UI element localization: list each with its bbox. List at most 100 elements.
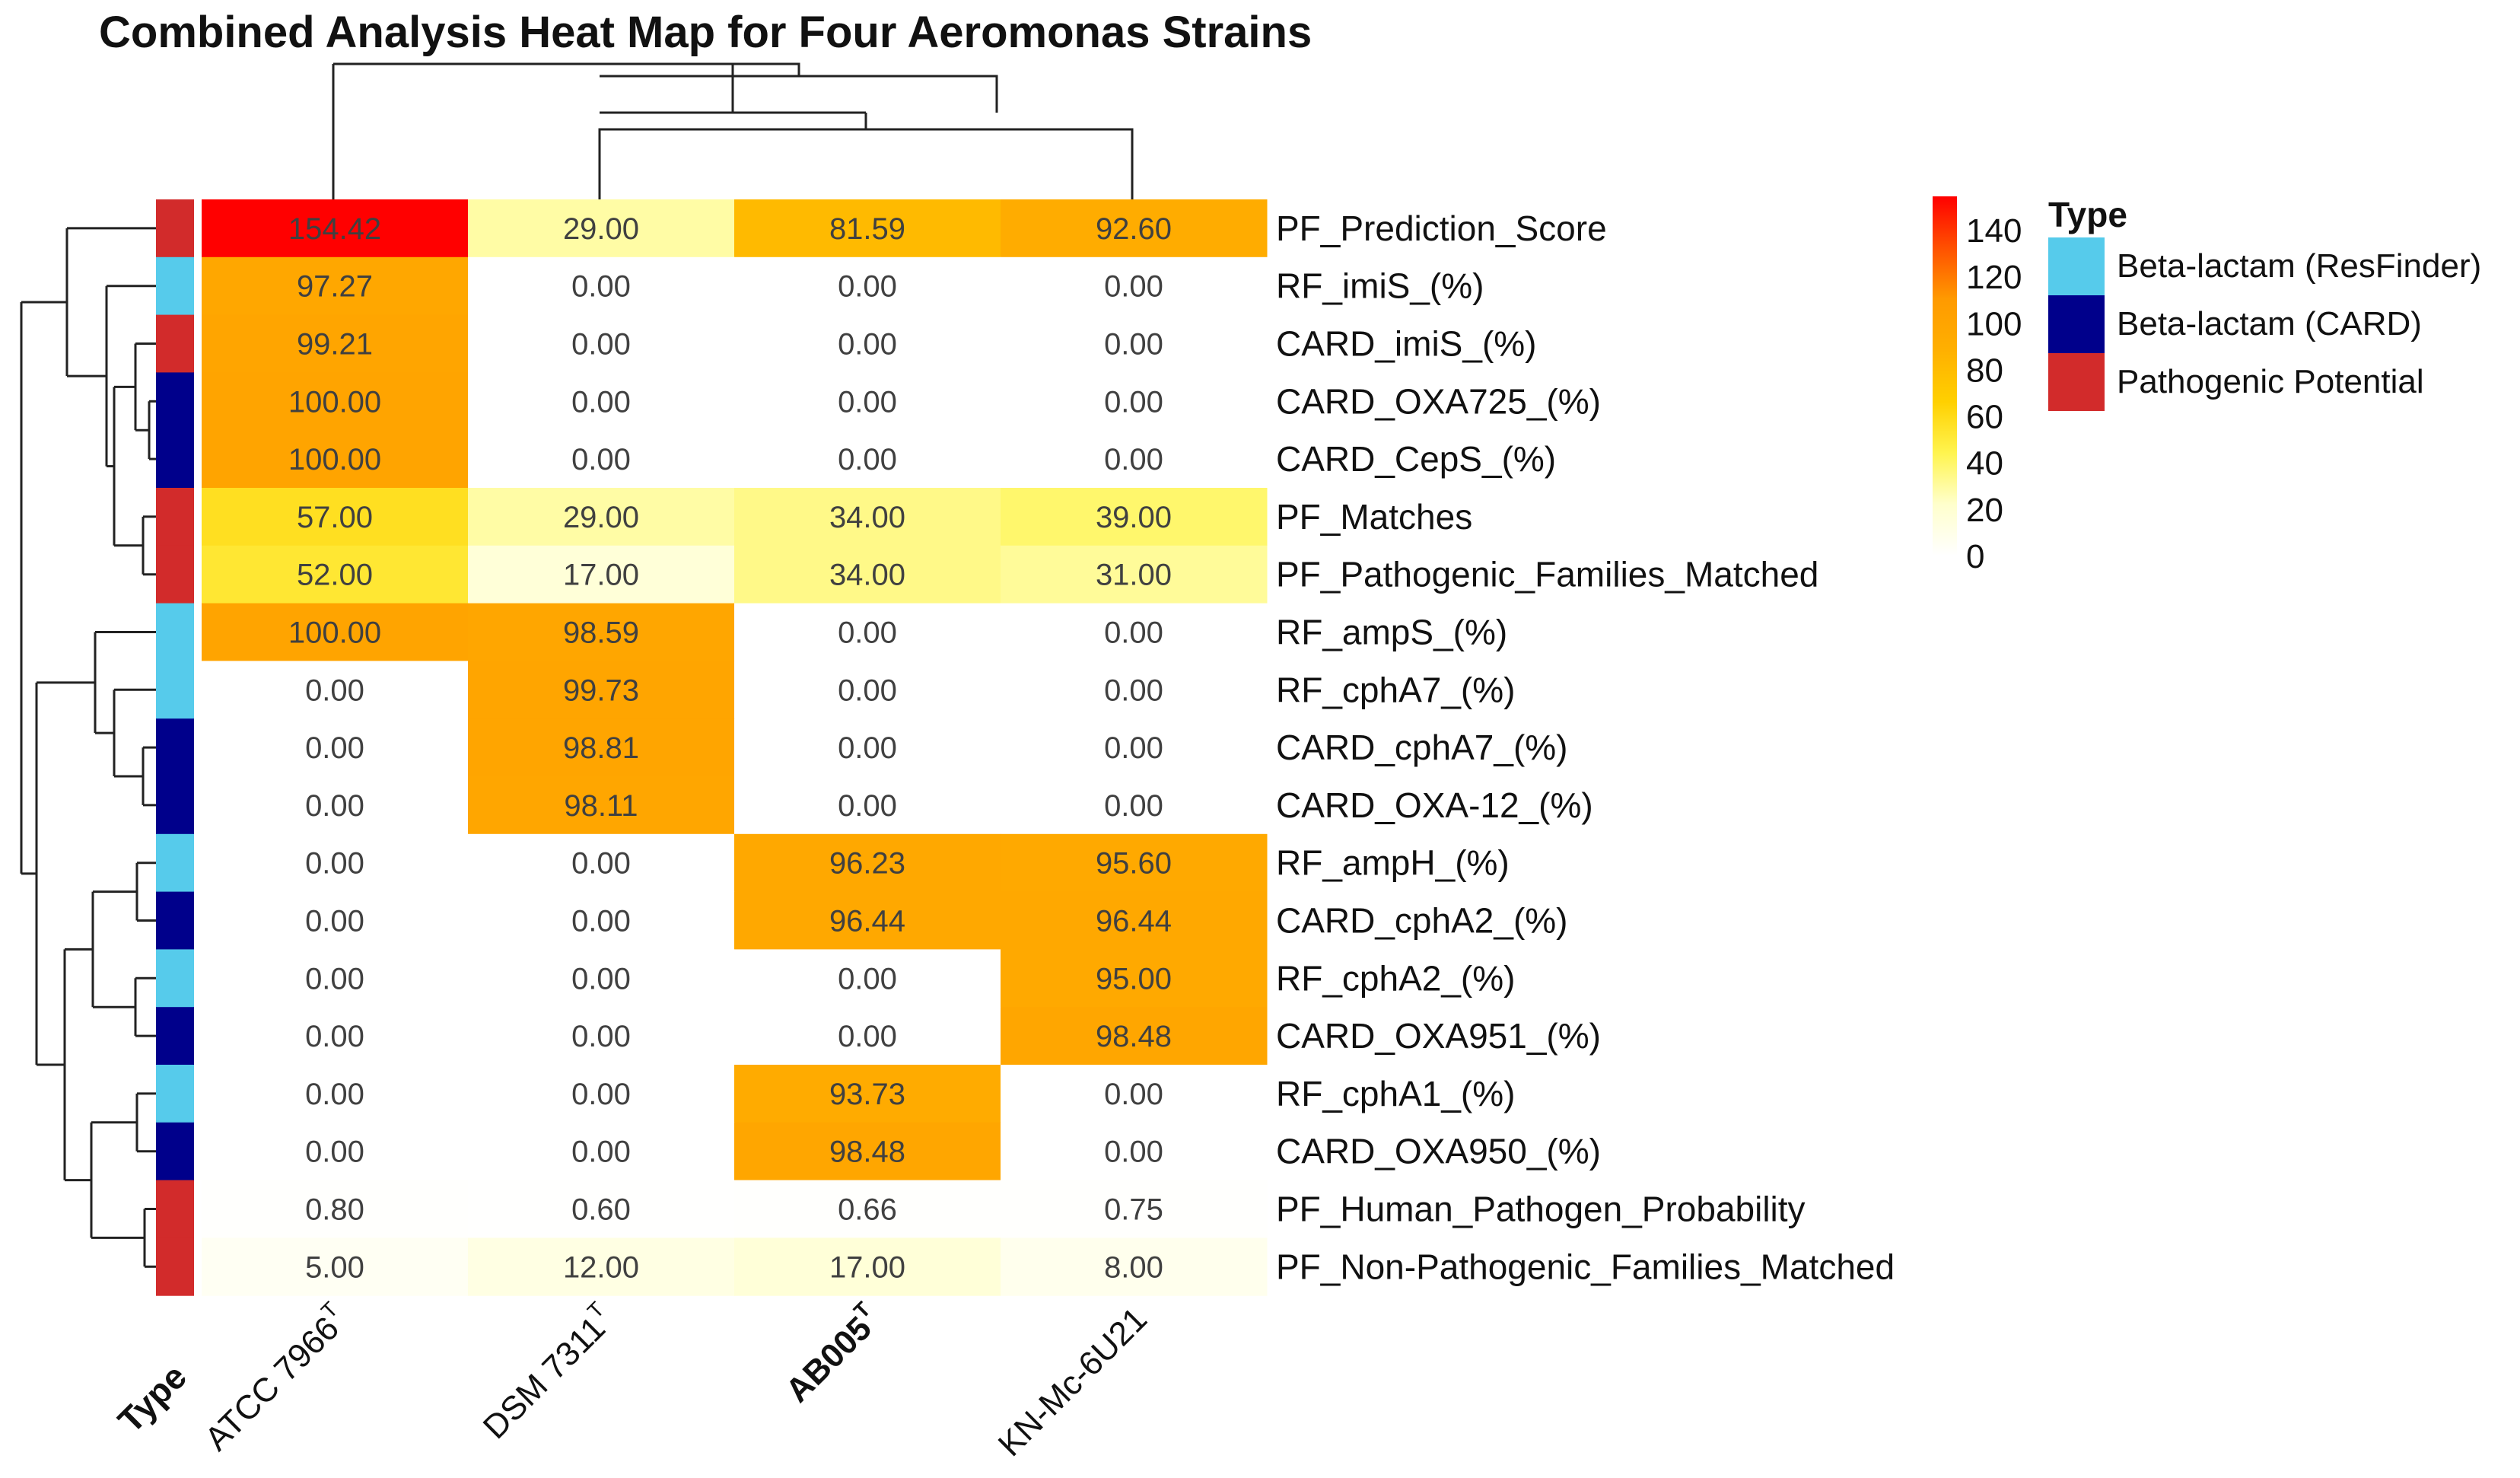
heatmap-cell bbox=[468, 545, 735, 604]
heatmap-cell bbox=[1001, 1122, 1268, 1181]
type-annotation-header: Type bbox=[110, 1356, 194, 1440]
color-scale-legend: 0 20 40 60 80 100 120 140 bbox=[1933, 196, 2022, 575]
heatmap-cell bbox=[202, 372, 469, 431]
cell-value-label: 0.00 bbox=[1104, 270, 1163, 304]
heatmap-cell bbox=[468, 488, 735, 546]
cell-value-label: 0.00 bbox=[305, 847, 364, 881]
cell-value-label: 17.00 bbox=[563, 559, 639, 592]
row-label: CARD_OXA-12_(%) bbox=[1276, 785, 1593, 825]
heatmap-cell bbox=[468, 1122, 735, 1181]
cell-value-label: 0.00 bbox=[1104, 1078, 1163, 1111]
type-legend-title: Type bbox=[2048, 195, 2127, 234]
cell-value-label: 93.73 bbox=[829, 1078, 905, 1111]
heatmap-cell bbox=[468, 430, 735, 489]
row-label: PF_Non-Pathogenic_Families_Matched bbox=[1276, 1247, 1895, 1286]
heatmap-cell bbox=[1001, 603, 1268, 661]
row-label: CARD_OXA951_(%) bbox=[1276, 1016, 1601, 1056]
heatmap-cell bbox=[1001, 256, 1268, 316]
heatmap-cell bbox=[468, 949, 735, 1008]
heatmap-cell bbox=[734, 488, 1001, 546]
row-label: RF_cphA1_(%) bbox=[1276, 1074, 1515, 1113]
heatmap-cell bbox=[468, 833, 735, 893]
type-cell bbox=[156, 372, 194, 431]
col-dendro-link-2 bbox=[598, 113, 867, 199]
heatmap-cell bbox=[202, 1122, 469, 1181]
heatmap-cell bbox=[1001, 776, 1268, 835]
heatmap-cell bbox=[202, 256, 469, 316]
type-cell bbox=[156, 718, 194, 777]
heatmap-cell bbox=[202, 718, 469, 777]
cell-value-label: 0.00 bbox=[305, 789, 364, 823]
cell-value-label: 0.00 bbox=[838, 385, 897, 419]
heatmap-cell bbox=[1001, 661, 1268, 719]
cell-value-label: 31.00 bbox=[1096, 559, 1172, 592]
heatmap-cell bbox=[734, 1180, 1001, 1238]
type-cell bbox=[156, 1238, 194, 1296]
heatmap-cell bbox=[468, 314, 735, 373]
heatmap-cell bbox=[734, 1122, 1001, 1181]
column-labels: ATCC 7966T DSM 7311T AB005T KN-Mc-6U21 bbox=[195, 1297, 1154, 1464]
row-label: CARD_cphA2_(%) bbox=[1276, 901, 1567, 941]
cell-value-label: 0.00 bbox=[571, 1078, 631, 1111]
heatmap-cell bbox=[734, 949, 1001, 1008]
heatmap-cell bbox=[734, 430, 1001, 489]
cell-value-label: 12.00 bbox=[563, 1250, 639, 1284]
column-label-name: AB005 bbox=[778, 1310, 878, 1410]
heatmap-cell bbox=[468, 776, 735, 835]
heatmap-cell bbox=[1001, 1007, 1268, 1065]
cell-value-label: 52.00 bbox=[297, 559, 373, 592]
row-label: RF_cphA7_(%) bbox=[1276, 670, 1515, 709]
cell-value-label: 0.00 bbox=[571, 328, 631, 362]
row-label: PF_Prediction_Score bbox=[1276, 209, 1607, 248]
heatmap-cell bbox=[1001, 891, 1268, 950]
cell-value-label: 99.73 bbox=[563, 674, 639, 707]
cell-value-label: 5.00 bbox=[305, 1250, 364, 1284]
type-cell bbox=[156, 833, 194, 893]
cell-value-label: 29.00 bbox=[563, 212, 639, 246]
cell-value-label: 0.00 bbox=[1104, 674, 1163, 707]
type-cell bbox=[156, 1180, 194, 1238]
row-label: RF_ampS_(%) bbox=[1276, 613, 1507, 652]
type-cell bbox=[156, 1122, 194, 1181]
row-labels: PF_Prediction_Score RF_imiS_(%) CARD_imiS_… bbox=[1276, 209, 1895, 1286]
heatmap-cell bbox=[1001, 372, 1268, 431]
cell-value-label: 98.48 bbox=[829, 1136, 905, 1169]
color-scale-tick-label: 60 bbox=[1966, 399, 2003, 436]
column-label: ATCC 7966T bbox=[195, 1297, 355, 1457]
cell-value-label: 8.00 bbox=[1104, 1250, 1163, 1284]
heatmap-cell bbox=[202, 1180, 469, 1238]
type-cell bbox=[156, 661, 194, 719]
col-dendro-link-6 bbox=[333, 62, 800, 78]
cell-value-label: 0.00 bbox=[1104, 789, 1163, 823]
row-label: RF_cphA2_(%) bbox=[1276, 958, 1515, 998]
cell-value-label: 0.00 bbox=[838, 443, 897, 476]
heatmap-cell bbox=[1001, 545, 1268, 604]
cell-value-label: 39.00 bbox=[1096, 501, 1172, 534]
cell-value-label: 95.60 bbox=[1096, 847, 1172, 881]
heatmap-cell bbox=[468, 891, 735, 950]
heatmap-cell bbox=[202, 199, 469, 258]
heatmap-cell bbox=[202, 488, 469, 546]
type-cell bbox=[156, 256, 194, 316]
heatmap-cell bbox=[1001, 833, 1268, 893]
heatmap-cell bbox=[468, 1007, 735, 1065]
cell-value-label: 98.48 bbox=[1096, 1020, 1172, 1053]
cell-value-label: 0.00 bbox=[305, 1136, 364, 1169]
chart-title: Combined Analysis Heat Map for Four Aero… bbox=[99, 8, 1312, 57]
color-scale-tick-label: 20 bbox=[1966, 492, 2003, 529]
row-label: PF_Pathogenic_Families_Matched bbox=[1276, 555, 1818, 594]
heatmap-cell bbox=[734, 776, 1001, 835]
heatmap-cell bbox=[202, 833, 469, 893]
type-cell bbox=[156, 199, 194, 258]
cell-value-label: 95.00 bbox=[1096, 962, 1172, 995]
cell-value-label: 0.00 bbox=[838, 962, 897, 995]
heatmap-cell bbox=[202, 891, 469, 950]
row-label: CARD_cphA7_(%) bbox=[1276, 728, 1567, 767]
cell-value-label: 0.00 bbox=[571, 385, 631, 419]
cell-value-label: 0.00 bbox=[838, 270, 897, 304]
column-label-name: ATCC 7966 bbox=[198, 1310, 346, 1458]
row-label: CARD_OXA950_(%) bbox=[1276, 1132, 1601, 1171]
type-cell bbox=[156, 949, 194, 1008]
type-cell bbox=[156, 314, 194, 373]
row-label: PF_Matches bbox=[1276, 497, 1472, 537]
